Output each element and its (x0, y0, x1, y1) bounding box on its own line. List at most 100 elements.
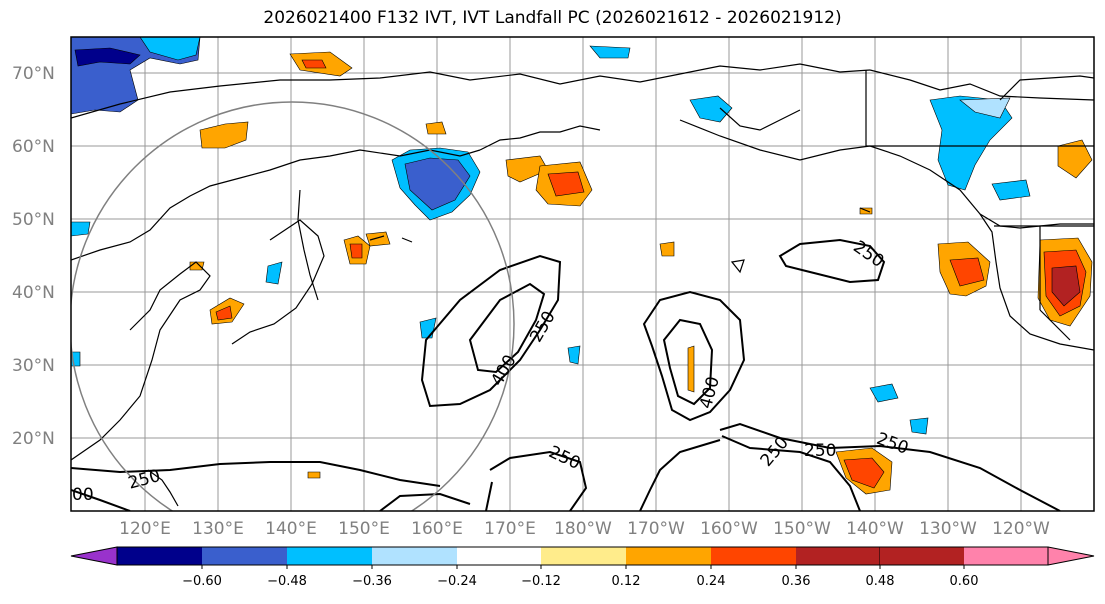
patch-east-pacific-2 (909, 417, 929, 435)
colorbar-segment (117, 547, 202, 565)
colorbar-segment (202, 547, 287, 565)
colorbar-tick-label: 0.12 (612, 574, 641, 589)
lon-label: 120°E (119, 519, 171, 539)
lon-label: 160°W (700, 519, 758, 539)
colorbar-tick-marks (201, 565, 965, 569)
patch-canada-light (959, 97, 1011, 119)
patch-california-dark (1051, 265, 1081, 307)
contour-label: 250 (546, 442, 584, 474)
contour-250-southwest (71, 461, 441, 487)
patch-small-2 (659, 241, 675, 257)
lon-label: 160°E (411, 519, 463, 539)
colorbar-segment (287, 547, 372, 565)
lat-label: 30°N (12, 356, 55, 376)
colorbar-tick-label: −0.12 (521, 574, 561, 589)
contour-250-central (642, 290, 746, 422)
patch-japan-east-core (349, 243, 363, 259)
patch-arctic-west-core (74, 47, 141, 67)
map-frame (70, 36, 1095, 512)
colorbar-tick-label: 0.36 (782, 574, 811, 589)
lon-label: 120°W (992, 519, 1050, 539)
colorbar-tick-label: 0.48 (866, 574, 895, 589)
colorbar-tick-label: −0.36 (352, 574, 392, 589)
lat-label: 60°N (12, 137, 55, 157)
lon-label: 140°W (846, 519, 904, 539)
patch-japan-small (265, 261, 283, 285)
lon-label: 150°E (338, 519, 390, 539)
patch-small-1 (425, 121, 447, 135)
colorbar-segment (541, 547, 626, 565)
graticule (71, 37, 1094, 511)
ivt-contours (71, 238, 1061, 511)
contour-label: 250 (526, 308, 560, 346)
patch-bering (589, 45, 631, 59)
colorbar-tick-label: −0.24 (437, 574, 477, 589)
contour-250-west (420, 254, 562, 408)
patch-hawaii-core (843, 457, 885, 489)
contour-250-west-2 (379, 492, 471, 511)
contour-250-mid (489, 450, 588, 511)
lon-label: 170°E (484, 519, 536, 539)
colorbar-tick-label: −0.48 (267, 574, 307, 589)
plot-title: 2026021400 F132 IVT, IVT Landfall PC (20… (263, 8, 842, 28)
lat-label: 70°N (12, 64, 55, 84)
latitude-labels: 70°N 60°N 50°N 40°N 30°N 20°N (12, 64, 55, 449)
longitude-labels: 120°E 130°E 140°E 150°E 160°E 170°E 180°… (119, 519, 1050, 539)
patch-canada-small (991, 179, 1031, 201)
lon-label: 140°E (265, 519, 317, 539)
colorbar-tick-label: 0.60 (950, 574, 979, 589)
patch-oregon-core (949, 257, 985, 287)
patch-central-pacific (567, 345, 581, 365)
patch-hudson (1057, 139, 1093, 179)
colorbar-segment (796, 547, 880, 565)
lon-label: 180°W (554, 519, 612, 539)
colorbar-segment (711, 547, 796, 565)
colorbar-tick-label: −0.60 (182, 574, 222, 589)
colorbar-segment (626, 547, 711, 565)
negative-anomaly-patches (71, 37, 1031, 435)
contour-250-south-2 (721, 435, 861, 511)
lon-label: 130°E (192, 519, 244, 539)
colorbar: −0.60 −0.48 −0.36 −0.24 −0.12 0.12 0.24 … (70, 546, 1095, 589)
colorbar-segment (372, 547, 457, 565)
colorbar-tick-labels: −0.60 −0.48 −0.36 −0.24 −0.12 0.12 0.24 … (182, 574, 978, 589)
map-area (71, 37, 1094, 511)
patch-west-pacific (419, 317, 437, 339)
contour-label: 00 (72, 485, 94, 505)
lat-label: 20°N (12, 429, 55, 449)
colorbar-outline (116, 546, 1049, 566)
contour-400-central (662, 318, 714, 406)
contour-label: 250 (126, 466, 163, 494)
patch-aleutian (505, 155, 549, 183)
contour-250-sw2 (71, 489, 131, 511)
colorbar-segment (964, 547, 1048, 565)
patch-tropical (687, 345, 695, 393)
patch-alaska (689, 95, 733, 123)
lon-label: 130°W (919, 519, 977, 539)
patch-okhotsk-core (301, 59, 327, 69)
lat-label: 40°N (12, 283, 55, 303)
contour-label: 250 (804, 441, 836, 461)
colorbar-arrow-left (70, 546, 118, 566)
contour-250-south (719, 422, 1061, 511)
contour-label: 400 (696, 374, 724, 411)
colorbar-segment (457, 547, 541, 565)
contour-250-north (778, 238, 886, 284)
patch-korea-core (215, 305, 233, 321)
lon-label: 170°W (627, 519, 685, 539)
positive-anomaly-patches (189, 51, 1093, 495)
lon-label: 150°W (773, 519, 831, 539)
landfall-coverage-circle (71, 101, 515, 511)
coastlines (71, 63, 1094, 507)
patch-aleutian-core (547, 171, 585, 197)
contour-250-mid-2 (485, 481, 493, 511)
contour-250-east (639, 439, 721, 511)
patch-east-pacific (869, 383, 899, 403)
patch-siberia (199, 121, 249, 149)
colorbar-segment (880, 547, 964, 565)
patch-japan-east-2 (365, 231, 391, 247)
contour-label: 400 (487, 352, 521, 390)
patch-arctic-west-cyan (139, 37, 201, 61)
patch-far-west (71, 221, 91, 237)
